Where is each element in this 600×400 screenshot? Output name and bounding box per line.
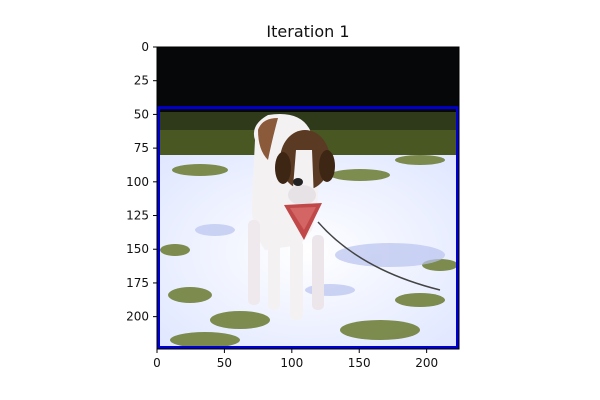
x-tick-label: 200 [415, 356, 438, 370]
y-tick-label: 0 [141, 40, 149, 54]
y-tick-label: 200 [126, 310, 149, 324]
x-axis: 0 50 100 150 200 [153, 349, 438, 370]
y-axis: 0 25 50 75 100 125 150 175 200 [126, 40, 157, 324]
y-tick-label: 150 [126, 242, 149, 256]
y-tick-label: 25 [134, 74, 149, 88]
y-tick-label: 100 [126, 175, 149, 189]
bounding-box [157, 106, 459, 349]
dog [248, 114, 335, 320]
photo [157, 47, 459, 349]
y-tick-label: 175 [126, 276, 149, 290]
plot-title: Iteration 1 [266, 22, 350, 41]
x-tick-label: 50 [217, 356, 232, 370]
axes-frame [156, 46, 460, 350]
y-tick-label: 50 [134, 107, 149, 121]
x-tick-label: 100 [280, 356, 303, 370]
x-tick-label: 0 [153, 356, 161, 370]
y-tick-label: 75 [134, 141, 149, 155]
y-tick-label: 125 [126, 209, 149, 223]
x-tick-label: 150 [348, 356, 371, 370]
